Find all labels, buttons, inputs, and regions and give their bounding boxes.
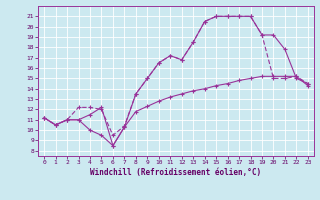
X-axis label: Windchill (Refroidissement éolien,°C): Windchill (Refroidissement éolien,°C): [91, 168, 261, 177]
